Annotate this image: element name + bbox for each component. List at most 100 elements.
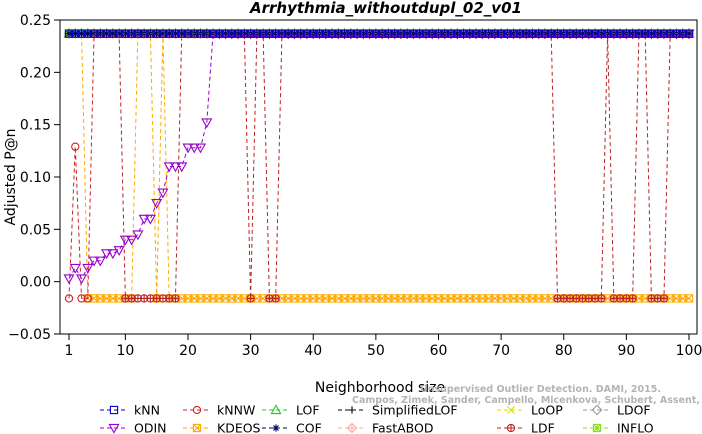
data-point — [641, 29, 650, 38]
data-point — [522, 29, 531, 38]
data-point — [584, 29, 593, 38]
data-point — [403, 29, 412, 38]
data-point — [108, 29, 117, 38]
data-point — [302, 29, 312, 38]
data-point — [151, 199, 163, 209]
data-point — [138, 214, 150, 225]
legend-item-knnw: kNNW — [183, 403, 255, 418]
data-point — [208, 29, 218, 38]
data-point — [246, 294, 255, 303]
chart-title: Arrhythmia_withoutdupl_02_v01 — [249, 0, 522, 17]
data-point — [666, 29, 675, 38]
data-point — [440, 29, 449, 38]
data-point — [622, 29, 631, 38]
legend-marker — [192, 423, 202, 433]
x-tick-label: 60 — [430, 343, 448, 359]
legend-item-inflo: INFLO — [583, 421, 654, 434]
y-tick-label: −0.05 — [8, 327, 51, 343]
data-point — [177, 29, 186, 38]
data-point — [446, 29, 456, 38]
data-point — [628, 29, 637, 38]
data-point — [352, 29, 362, 38]
data-point — [157, 188, 169, 199]
data-point — [603, 29, 612, 38]
legend-item-loop: LoOP — [497, 403, 563, 418]
data-point — [503, 29, 512, 38]
legend-marker — [507, 406, 515, 414]
data-point — [365, 29, 374, 38]
data-point — [684, 29, 694, 38]
data-point — [171, 29, 180, 38]
data-point — [284, 29, 293, 38]
legend-label: INFLO — [617, 421, 654, 434]
data-point — [188, 143, 200, 154]
data-point — [590, 29, 600, 38]
legend-label: LOF — [296, 403, 320, 418]
series-knn — [64, 29, 694, 38]
legend-label: kNNW — [217, 403, 255, 418]
data-point — [152, 29, 161, 38]
data-point — [528, 29, 537, 38]
data-point — [113, 246, 125, 256]
data-point — [215, 29, 224, 38]
data-point — [133, 29, 143, 38]
x-tick-label: 30 — [242, 343, 260, 359]
data-point — [77, 294, 86, 303]
data-point — [471, 29, 481, 38]
data-point — [83, 294, 92, 303]
x-tick-label: 70 — [492, 343, 510, 359]
x-tick-label: 50 — [367, 343, 385, 359]
data-point — [359, 29, 368, 38]
data-point — [409, 29, 418, 38]
legend-marker — [346, 422, 358, 434]
data-point — [390, 29, 399, 38]
legend: kNN kNNW LOF SimplifiedLOF LoOP LDOF ODIN KDEOS… — [100, 403, 654, 434]
data-point — [88, 256, 100, 267]
data-point — [334, 29, 343, 38]
data-point — [296, 29, 305, 38]
x-tick-label: 100 — [676, 343, 702, 359]
data-point — [77, 30, 86, 38]
legend-item-odin: ODIN — [100, 421, 167, 434]
data-point — [684, 294, 694, 303]
data-point — [183, 29, 193, 38]
data-point — [75, 274, 88, 285]
data-point — [453, 29, 462, 38]
data-point — [509, 29, 518, 38]
data-point — [565, 29, 575, 38]
data-point — [132, 230, 144, 241]
data-point — [484, 29, 493, 38]
data-point — [428, 29, 437, 38]
x-tick-label: 10 — [116, 343, 134, 359]
data-point — [102, 29, 111, 38]
data-point — [64, 29, 74, 38]
legend-label: SimplifiedLOF — [372, 403, 458, 418]
legend-item-ldf: LDF — [497, 421, 555, 434]
watermark-line-2: Campos, Zimek, Sander, Campello, Micenko… — [352, 395, 702, 406]
series-kdeos — [64, 29, 694, 303]
data-point — [140, 29, 149, 38]
data-point — [194, 143, 207, 154]
x-tick-label: 1 — [65, 343, 74, 359]
data-point — [246, 29, 255, 38]
legend-marker — [108, 423, 120, 434]
data-point — [490, 29, 500, 38]
data-point — [271, 294, 280, 303]
data-point — [101, 249, 113, 260]
legend-marker — [272, 424, 280, 432]
data-point — [615, 29, 625, 38]
legend-label: FastABOD — [372, 421, 434, 434]
legend-marker — [591, 404, 603, 416]
data-point — [163, 162, 175, 173]
legend-marker — [348, 406, 356, 414]
data-point — [309, 29, 318, 38]
y-tick-label: 0.00 — [20, 275, 51, 291]
y-tick-label: 0.25 — [20, 13, 51, 29]
data-point — [290, 29, 299, 38]
data-point — [384, 29, 393, 38]
data-point — [114, 29, 124, 38]
y-tick-label: 0.05 — [20, 222, 51, 238]
data-point — [572, 29, 581, 38]
data-point — [240, 29, 249, 38]
data-point — [127, 29, 136, 38]
